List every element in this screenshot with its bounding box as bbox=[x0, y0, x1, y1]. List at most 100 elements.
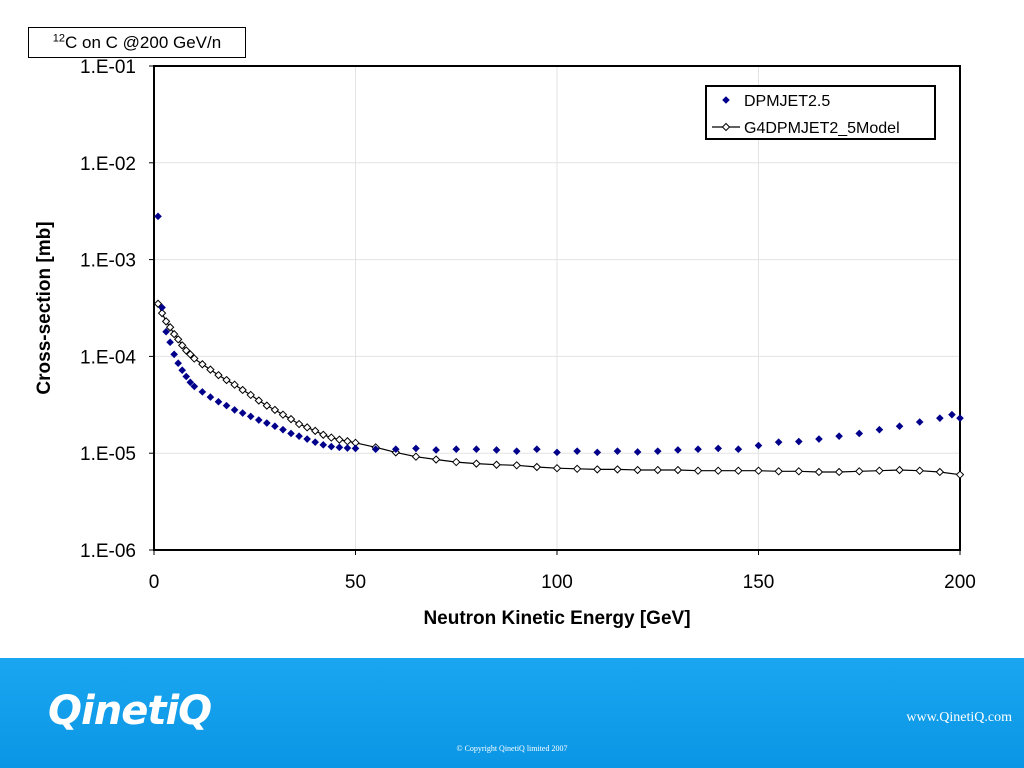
g4dpmjet-point bbox=[834, 467, 844, 477]
footer-url-link[interactable]: www.QinetiQ.com bbox=[906, 710, 1012, 725]
g4dpmjet-point bbox=[693, 466, 703, 475]
g4dpmjet-point bbox=[186, 350, 195, 359]
dpmjet-point bbox=[795, 437, 803, 446]
dpmjet-point bbox=[472, 445, 481, 453]
dpmjet-point bbox=[815, 435, 823, 443]
dpmjet-point bbox=[230, 406, 239, 414]
dpmjet-point bbox=[174, 359, 182, 368]
dpmjet-point bbox=[351, 444, 360, 453]
g4dpmjet-point bbox=[182, 346, 191, 355]
g4dpmjet-point bbox=[214, 370, 223, 380]
dpmjet-point bbox=[178, 366, 187, 375]
dpmjet-point bbox=[166, 338, 174, 347]
dpmjet-point bbox=[694, 445, 702, 453]
g4dpmjet-point bbox=[153, 299, 163, 308]
y-tick-label: 1.E-06 bbox=[80, 541, 136, 562]
g4dpmjet-point bbox=[238, 385, 247, 395]
g4dpmjet-point bbox=[270, 405, 280, 415]
series bbox=[153, 212, 965, 479]
dpmjet-point bbox=[492, 446, 501, 454]
g4dpmjet-point bbox=[310, 426, 320, 436]
g4dpmjet-point bbox=[895, 465, 904, 475]
dpmjet-point bbox=[303, 435, 311, 443]
dpmjet-point bbox=[158, 303, 166, 312]
g4dpmjet-point bbox=[794, 467, 804, 476]
title-superscript: 12 bbox=[52, 32, 66, 45]
dpmjet-point bbox=[714, 444, 722, 453]
g4dpmjet-point bbox=[915, 466, 924, 475]
dpmjet-point bbox=[774, 438, 783, 446]
g4dpmjet-point bbox=[222, 375, 231, 385]
title-text: C on C @200 GeV/n bbox=[65, 33, 222, 52]
legend-box bbox=[705, 85, 936, 140]
dpmjet-point bbox=[279, 425, 287, 434]
legend-marker-g4dpmjet bbox=[721, 122, 731, 132]
g4dpmjet-point bbox=[633, 465, 642, 475]
g4dpmjet-point bbox=[754, 466, 763, 475]
qinetiq-logo: QinetiQ bbox=[48, 688, 212, 734]
x-tick-label: 0 bbox=[149, 572, 160, 593]
dpmjet-point bbox=[246, 412, 255, 421]
legend: DPMJET2.5 G4DPMJET2_5Model bbox=[705, 85, 936, 140]
g4dpmjet-point bbox=[431, 455, 441, 464]
dpmjet-point bbox=[371, 445, 380, 453]
dpmjet-point bbox=[613, 447, 622, 455]
dpmjet-point bbox=[875, 425, 884, 434]
dpmjet-point bbox=[392, 445, 400, 453]
legend-marker-dpmjet bbox=[722, 96, 730, 104]
dpmjet-point bbox=[162, 327, 170, 336]
g4dpmjet-point bbox=[335, 435, 344, 444]
g4dpmjet-point bbox=[653, 465, 662, 475]
x-tick-label: 100 bbox=[541, 572, 573, 593]
dpmjet-point bbox=[948, 410, 956, 419]
g4dpmjet-point bbox=[254, 396, 263, 405]
g4dpmjet-point bbox=[472, 459, 481, 468]
g4dpmjet-point bbox=[875, 466, 884, 475]
g4dpmjet-point bbox=[814, 467, 824, 477]
dpmjet-point bbox=[335, 443, 344, 452]
dpmjet-point bbox=[533, 445, 541, 453]
dpmjet-point bbox=[936, 414, 944, 422]
g4dpmjet-point bbox=[169, 329, 179, 339]
g4dpmjet-point bbox=[452, 457, 461, 467]
g4dpmjet-point bbox=[411, 452, 421, 461]
dpmjet-point bbox=[633, 448, 642, 456]
footer-copyright: © Copyright QinetiQ limited 2007 bbox=[456, 744, 568, 753]
dpmjet-point bbox=[182, 372, 191, 381]
dpmjet-point bbox=[190, 382, 199, 391]
g4dpmjet-point bbox=[161, 317, 171, 326]
dpmjet-point bbox=[553, 448, 561, 457]
y-tick-label: 1.E-04 bbox=[80, 347, 136, 368]
g4dpmjet-point bbox=[206, 365, 215, 374]
y-tick-label: 1.E-03 bbox=[80, 251, 136, 272]
g4dpmjet-point bbox=[955, 470, 965, 479]
dpmjet-point bbox=[734, 445, 743, 453]
legend-label-dpmjet: DPMJET2.5 bbox=[744, 93, 830, 110]
dpmjet-point bbox=[653, 447, 662, 455]
g4dpmjet-point bbox=[552, 463, 562, 473]
g4dpmjet-point bbox=[734, 466, 743, 475]
y-tick-label: 1.E-02 bbox=[80, 154, 136, 175]
dpmjet-point bbox=[214, 397, 223, 406]
dpmjet-point bbox=[222, 401, 231, 410]
g4dpmjet-point bbox=[286, 414, 296, 424]
g4dpmjet-point bbox=[278, 410, 288, 419]
g4dpmjet-point bbox=[855, 467, 864, 476]
x-tick-label: 200 bbox=[944, 572, 976, 593]
dpmjet-point bbox=[170, 350, 178, 359]
y-tick-label: 1.E-05 bbox=[80, 444, 136, 465]
dpmjet-point bbox=[512, 447, 521, 455]
dpmjet-point bbox=[855, 429, 864, 438]
g4dpmjet-point bbox=[319, 430, 328, 439]
dpmjet-point bbox=[327, 442, 336, 451]
dpmjet-point bbox=[154, 212, 162, 221]
g4dpmjet-point bbox=[246, 390, 255, 400]
x-tick-label: 50 bbox=[345, 572, 366, 593]
dpmjet-point bbox=[271, 422, 279, 431]
legend-label-g4dpmjet: G4DPMJET2_5Model bbox=[744, 120, 900, 137]
x-axis-label: Neutron Kinetic Energy [GeV] bbox=[423, 608, 690, 629]
dpmjet-point bbox=[452, 445, 461, 453]
g4dpmjet-point bbox=[178, 341, 187, 350]
axis-ticks: 1.E-06 1.E-05 1.E-04 1.E-03 1.E-02 1.E-01 0 50 1… bbox=[80, 57, 976, 593]
g4dpmjet-point bbox=[230, 380, 239, 389]
